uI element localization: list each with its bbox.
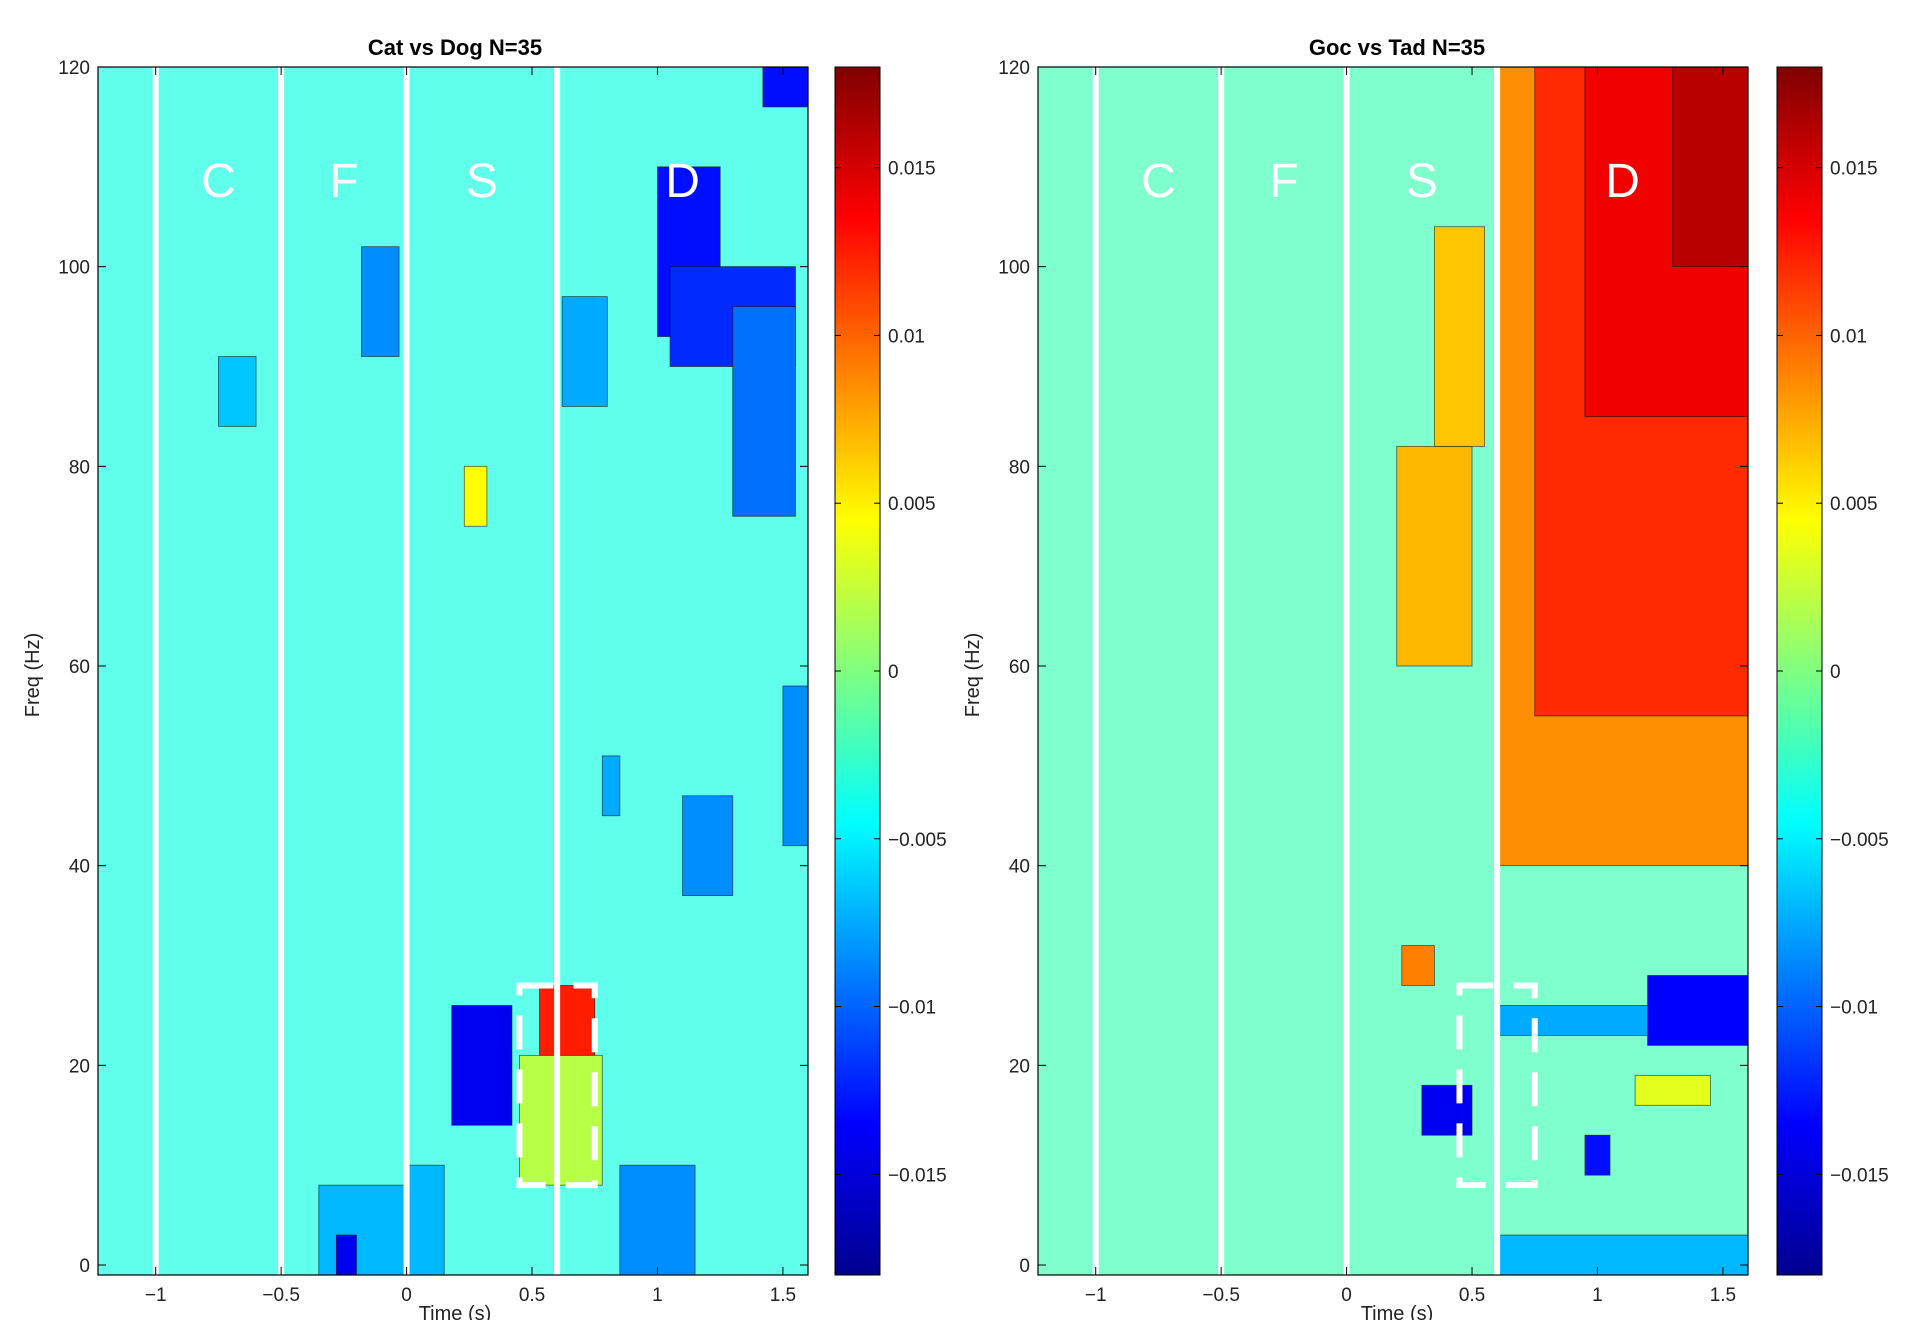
heatmap-plot: C F S D −1 −0.5 0 0.5 1 1.5 0 20 40 60 80 100 120 — [998, 58, 1749, 1306]
panel-title: Cat vs Dog N=35 — [368, 35, 542, 60]
x-tick-label: 0 — [401, 1285, 412, 1306]
y-axis-label: Freq (Hz) — [22, 633, 44, 717]
heatmap-cell — [1634, 1074, 1711, 1106]
y-tick-label: 40 — [69, 857, 90, 878]
colorbar-tick-label: −0.005 — [888, 830, 947, 851]
heatmap-cell — [361, 246, 400, 357]
heatmap-cell — [601, 755, 621, 817]
dashed-region-box — [516, 982, 598, 1189]
epoch-label: C — [1141, 155, 1176, 208]
colorbar-gradient — [834, 66, 881, 1276]
colorbar-gradient — [1776, 66, 1823, 1276]
heatmap-cell — [1496, 1234, 1749, 1276]
epoch-label: C — [201, 155, 236, 208]
x-tick-label: 1.5 — [1710, 1285, 1736, 1306]
y-axis-label: Freq (Hz) — [962, 633, 984, 717]
epoch-label: S — [1406, 155, 1438, 208]
axes-frame — [97, 66, 809, 1276]
heatmap-cell — [1396, 445, 1473, 667]
x-tick-label: 0.5 — [1459, 1285, 1485, 1306]
y-tick-label: 20 — [69, 1056, 90, 1077]
colorbar-tick-label: 0.015 — [888, 159, 936, 180]
y-tick-label: 60 — [1009, 657, 1030, 678]
heatmap-cell — [1672, 66, 1749, 268]
epoch-label: D — [665, 155, 700, 208]
y-tick-label: 60 — [69, 657, 90, 678]
colorbar-tick-label: 0.01 — [888, 326, 925, 347]
colorbar-tick-label: 0.005 — [888, 494, 936, 515]
colorbar-tick-label: 0 — [1830, 662, 1841, 683]
colorbar-tick-label: −0.005 — [1830, 830, 1889, 851]
colorbar-tick-label: −0.01 — [888, 998, 936, 1019]
y-tick-label: 100 — [58, 258, 90, 279]
heatmap-plot: C F S D −1 −0.5 0 0.5 1 1.5 0 20 40 60 80 100 120 — [58, 58, 809, 1306]
heatmap-cell — [1421, 1084, 1473, 1136]
y-tick-label: 120 — [58, 58, 90, 79]
heatmap-cell — [1496, 1005, 1649, 1036]
x-tick-label: −1 — [1085, 1285, 1107, 1306]
colorbar-tick-label: −0.015 — [1830, 1165, 1889, 1186]
y-tick-label: 0 — [79, 1256, 90, 1277]
epoch-label: D — [1605, 155, 1640, 208]
y-tick-label: 80 — [69, 457, 90, 478]
y-tick-label: 40 — [1009, 857, 1030, 878]
epoch-label: F — [329, 155, 358, 208]
y-tick-label: 120 — [998, 58, 1030, 79]
heatmap-cell — [561, 296, 608, 407]
x-tick-label: −1 — [145, 1285, 167, 1306]
panel-goc-vs-tad: Goc vs Tad N=35 C F S D −1 −0.5 0 0.5 1 1.5 0 20 40 6… — [962, 35, 1889, 1320]
x-axis-label: Time (s) — [1361, 1303, 1434, 1320]
x-tick-label: 1.5 — [770, 1285, 796, 1306]
heatmap-cell — [519, 1054, 603, 1186]
colorbar: −0.015 −0.01 −0.005 0 0.005 0.01 0.015 — [834, 66, 947, 1276]
y-tick-label: 100 — [998, 258, 1030, 279]
colorbar-tick-label: −0.015 — [888, 1165, 947, 1186]
panel-title: Goc vs Tad N=35 — [1309, 35, 1485, 60]
dashed-region-box — [1456, 982, 1538, 1189]
axes-frame — [1037, 66, 1749, 1276]
heatmap-cell — [1401, 945, 1435, 986]
heatmap-cell — [335, 1234, 357, 1276]
heatmap-cell — [619, 1164, 696, 1276]
heatmap-cell — [782, 685, 809, 847]
colorbar-tick-label: 0.015 — [1830, 159, 1878, 180]
colorbar-tick-label: 0 — [888, 662, 899, 683]
colorbar: −0.015 −0.01 −0.005 0 0.005 0.01 0.015 — [1776, 66, 1889, 1276]
colorbar-tick-label: −0.01 — [1830, 998, 1878, 1019]
y-tick-label: 0 — [1019, 1256, 1030, 1277]
x-tick-label: 0.5 — [519, 1285, 545, 1306]
colorbar-tick-label: 0.005 — [1830, 494, 1878, 515]
heatmap-cell — [539, 985, 596, 1056]
heatmap-cell — [1647, 975, 1749, 1046]
heatmap-cell — [463, 465, 488, 527]
heatmap-cell — [762, 66, 809, 108]
x-axis-label: Time (s) — [419, 1303, 492, 1320]
panel-cat-vs-dog: Cat vs Dog N=35 C F S D −1 −0.5 0 0.5 1 1.5 0 20 40 6… — [22, 35, 947, 1320]
x-tick-label: 1 — [652, 1285, 663, 1306]
heatmap-cell — [732, 306, 796, 517]
heatmap-cell — [318, 1184, 407, 1276]
epoch-label: F — [1269, 155, 1298, 208]
heatmap-cell — [1584, 1134, 1611, 1176]
colorbar-tick-label: 0.01 — [1830, 326, 1867, 347]
epoch-label: S — [466, 155, 498, 208]
y-tick-label: 20 — [1009, 1056, 1030, 1077]
x-tick-label: 0 — [1341, 1285, 1352, 1306]
x-tick-label: 1 — [1592, 1285, 1603, 1306]
heatmap-cell — [682, 795, 734, 897]
heatmap-cell — [406, 1164, 445, 1276]
x-tick-label: −0.5 — [1202, 1285, 1240, 1306]
heatmap-cell — [218, 356, 257, 427]
y-tick-label: 80 — [1009, 457, 1030, 478]
heatmap-cell — [451, 1005, 513, 1126]
heatmap-cell — [1433, 226, 1485, 447]
x-tick-label: −0.5 — [262, 1285, 300, 1306]
